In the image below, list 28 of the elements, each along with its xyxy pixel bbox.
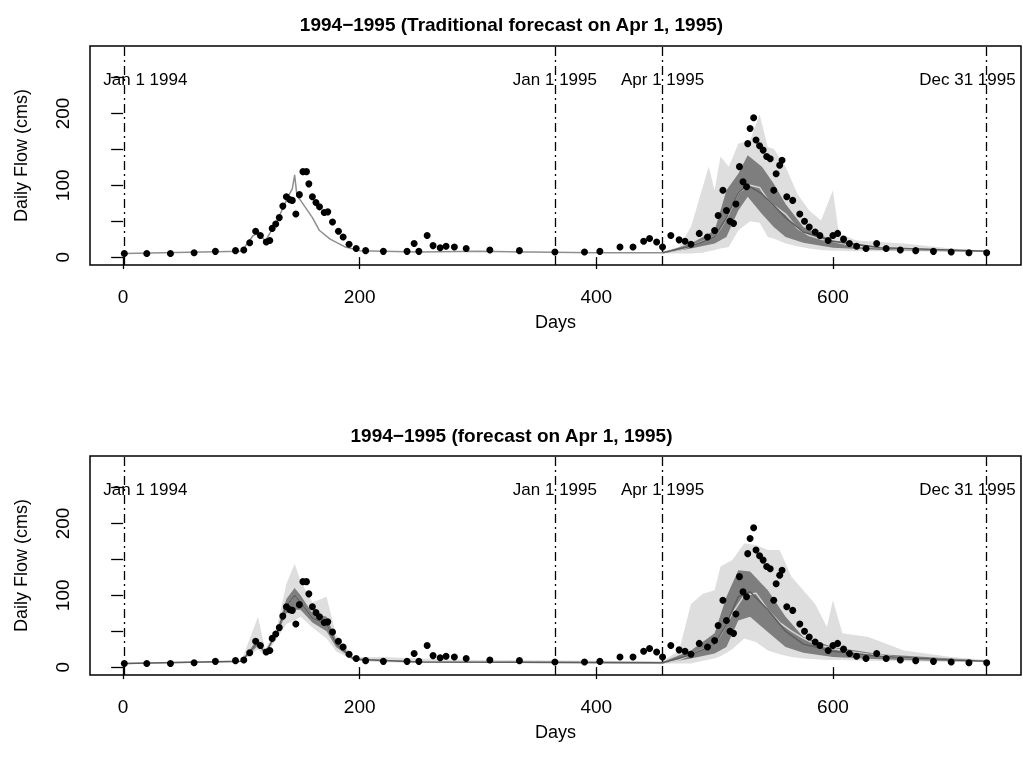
- y-tick-label: 100: [52, 579, 73, 612]
- x-tick-label: 200: [343, 286, 376, 307]
- x-tick-label: 200: [343, 696, 376, 717]
- x-axis-title: Days: [534, 312, 577, 332]
- x-axis-title: Days: [534, 722, 577, 742]
- y-axis-title: Daily Flow (cms): [11, 499, 31, 632]
- y-tick-label: 200: [52, 97, 73, 130]
- ref-line-label: Jan 1 1994: [103, 69, 188, 89]
- y-tick-label: 100: [52, 169, 73, 202]
- ref-line-label: Apr 1 1995: [620, 69, 705, 89]
- chart-title: 1994−1995 (Traditional forecast on Apr 1, 1995): [299, 14, 724, 35]
- y-tick-label: 0: [52, 251, 73, 263]
- x-tick-label: 0: [117, 286, 129, 307]
- x-tick-label: 400: [580, 696, 613, 717]
- ref-line-label: Jan 1 1995: [512, 479, 597, 499]
- ref-line-label: Dec 31 1995: [919, 69, 1016, 89]
- x-tick-label: 400: [580, 286, 613, 307]
- x-tick-label: 600: [817, 696, 849, 717]
- x-tick-label: 0: [117, 696, 129, 717]
- ref-line-label: Apr 1 1995: [620, 479, 705, 499]
- y-tick-label: 200: [52, 507, 73, 540]
- y-tick-label: 0: [52, 661, 73, 673]
- chart-title: 1994−1995 (forecast on Apr 1, 1995): [350, 425, 673, 446]
- x-tick-label: 600: [817, 286, 849, 307]
- ref-line-label: Dec 31 1995: [919, 479, 1016, 499]
- ref-line-label: Jan 1 1995: [512, 69, 597, 89]
- ref-line-label: Jan 1 1994: [103, 479, 188, 499]
- y-axis-title: Daily Flow (cms): [11, 89, 31, 222]
